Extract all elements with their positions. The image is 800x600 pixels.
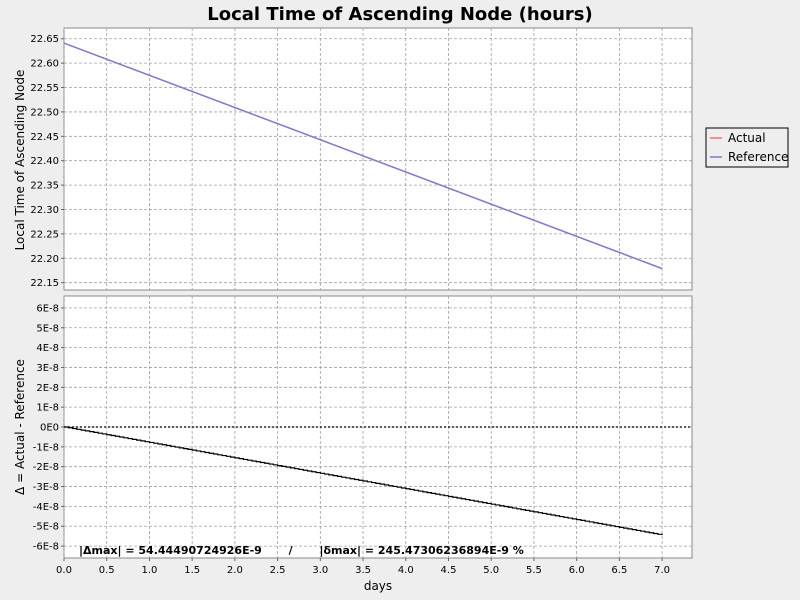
x-axis-label: days bbox=[364, 579, 392, 593]
x-tick-label: 1.5 bbox=[184, 565, 200, 576]
legend: Actual Reference bbox=[705, 127, 789, 168]
chart-title: Local Time of Ascending Node (hours) bbox=[207, 4, 592, 25]
y-tick-label: -6E-8 bbox=[33, 542, 59, 553]
bottom-panel: -6E-8 -5E-8 -4E-8 -3E-8 -2E-8 -1E-8 0E0 1E-8 2E-… bbox=[33, 295, 693, 559]
x-tick-label: 6.5 bbox=[611, 565, 627, 576]
x-tick-label: 1.0 bbox=[141, 565, 157, 576]
bottom-y-axis-label: Δ = Actual - Reference bbox=[13, 359, 27, 495]
y-tick-label: 4E-8 bbox=[36, 343, 59, 354]
y-tick-label: -2E-8 bbox=[33, 462, 59, 473]
x-axis-ticks: 0.0 0.5 1.0 1.5 2.0 2.5 3.0 3.5 4.0 4.5 5.0 5.5 6.0 6… bbox=[56, 558, 670, 576]
y-tick-label: 22.25 bbox=[30, 229, 59, 240]
y-tick-label: 22.20 bbox=[30, 254, 59, 265]
x-tick-label: 0.0 bbox=[56, 565, 72, 576]
y-tick-label: 22.65 bbox=[30, 34, 59, 45]
y-tick-label: 5E-8 bbox=[36, 323, 59, 334]
y-tick-label: 22.50 bbox=[30, 107, 59, 118]
series-line-delta bbox=[64, 426, 663, 536]
y-tick-label: 2E-8 bbox=[36, 383, 59, 394]
x-tick-label: 3.0 bbox=[312, 565, 328, 576]
top-y-axis-label: Local Time of Ascending Node bbox=[13, 70, 27, 251]
x-tick-label: 0.5 bbox=[99, 565, 115, 576]
y-tick-label: -3E-8 bbox=[33, 482, 59, 493]
x-tick-label: 4.5 bbox=[441, 565, 457, 576]
y-tick-label: 0E0 bbox=[40, 423, 59, 434]
y-tick-label: 22.30 bbox=[30, 205, 59, 216]
x-tick-label: 2.5 bbox=[270, 565, 286, 576]
y-tick-label: 22.40 bbox=[30, 156, 59, 167]
y-tick-label: 22.15 bbox=[30, 278, 59, 289]
series-line-reference bbox=[63, 42, 663, 270]
y-tick-label: 22.60 bbox=[30, 59, 59, 70]
x-tick-label: 7.0 bbox=[654, 565, 670, 576]
x-tick-label: 6.0 bbox=[569, 565, 585, 576]
y-tick-label: -4E-8 bbox=[33, 502, 59, 513]
y-tick-label: 3E-8 bbox=[36, 363, 59, 374]
y-tick-label: 6E-8 bbox=[36, 303, 59, 314]
y-tick-label: 22.55 bbox=[30, 83, 59, 94]
x-tick-label: 5.5 bbox=[526, 565, 542, 576]
x-tick-label: 3.5 bbox=[355, 565, 371, 576]
y-tick-label: -5E-8 bbox=[33, 522, 59, 533]
legend-box bbox=[705, 127, 789, 168]
legend-item-reference: Reference bbox=[728, 150, 788, 164]
y-tick-label: 1E-8 bbox=[36, 403, 59, 414]
x-tick-label: 5.0 bbox=[483, 565, 499, 576]
x-tick-label: 2.0 bbox=[227, 565, 243, 576]
plot-area bbox=[63, 27, 693, 291]
y-tick-label: 22.35 bbox=[30, 181, 59, 192]
x-tick-label: 4.0 bbox=[398, 565, 414, 576]
top-panel: 22.15 22.20 22.25 22.30 22.35 22.40 22.45 22.50… bbox=[30, 27, 693, 291]
y-tick-label: 22.45 bbox=[30, 132, 59, 143]
delta-max-annotation: |Δmax| = 54.44490724926E-9 / |δmax| = 24… bbox=[79, 544, 524, 557]
y-tick-label: -1E-8 bbox=[33, 442, 59, 453]
legend-item-actual: Actual bbox=[728, 131, 766, 145]
